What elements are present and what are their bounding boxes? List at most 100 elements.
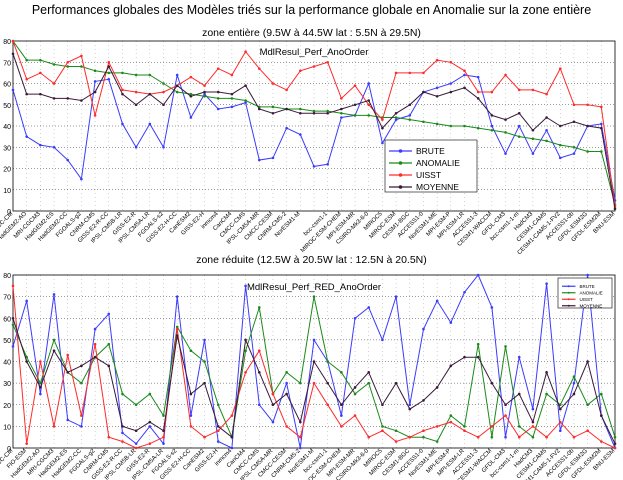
data-point-anomalie	[107, 342, 111, 346]
data-point-uisst	[299, 435, 302, 439]
data-point-uisst	[381, 118, 384, 121]
data-point-moyenne	[66, 97, 70, 100]
y-tick-label: 80	[3, 273, 11, 280]
data-point-anomalie	[148, 392, 152, 396]
data-point-anomalie	[216, 403, 220, 407]
data-point-brute	[134, 145, 138, 149]
y-tick-label: 60	[3, 82, 11, 89]
data-point-moyenne	[299, 420, 302, 424]
data-point-brute	[134, 442, 138, 445]
data-point-uisst	[340, 97, 343, 100]
data-point-uisst	[25, 442, 28, 445]
data-point-anomalie	[93, 69, 97, 73]
data-point-anomalie	[586, 150, 589, 153]
data-point-uisst	[80, 54, 83, 58]
data-point-brute	[408, 114, 412, 117]
data-point-anomalie	[545, 392, 548, 396]
data-point-uisst	[381, 429, 384, 433]
data-point-moyenne	[148, 420, 152, 424]
data-point-moyenne	[175, 334, 179, 337]
data-point-anomalie	[175, 325, 179, 329]
data-point-moyenne	[230, 435, 234, 439]
data-point-uisst	[408, 435, 412, 439]
y-tick-label: 10	[3, 424, 11, 431]
data-point-anomalie	[422, 435, 425, 439]
legend-label: UISST	[416, 170, 441, 180]
data-point-moyenne	[285, 107, 288, 111]
data-point-brute	[558, 156, 562, 160]
data-point-moyenne	[299, 111, 302, 115]
data-point-anomalie	[271, 105, 275, 109]
data-point-uisst	[586, 429, 589, 433]
data-point-anomalie	[162, 82, 165, 85]
data-point-uisst	[517, 435, 521, 439]
chart-2-title: MdlResul_Perf_RED_AnoOrder	[247, 282, 381, 293]
data-point-brute	[463, 73, 466, 77]
data-point-brute	[52, 293, 56, 296]
data-point-uisst	[326, 403, 329, 407]
data-point-moyenne	[257, 107, 261, 111]
data-point-uisst	[531, 425, 535, 428]
data-point-anomalie	[381, 425, 384, 428]
data-point-anomalie	[134, 73, 138, 77]
data-point-uisst	[203, 84, 206, 87]
data-point-moyenne	[216, 90, 220, 94]
data-point-anomalie	[572, 145, 576, 149]
data-point-anomalie	[367, 114, 371, 117]
data-point-anomalie	[435, 122, 439, 126]
data-point-uisst	[121, 440, 124, 443]
data-point-anomalie	[326, 360, 329, 363]
data-point-brute	[203, 338, 206, 342]
data-point-brute	[422, 327, 425, 331]
data-point-brute	[107, 77, 111, 81]
data-point-anomalie	[25, 58, 28, 62]
data-point-anomalie	[367, 381, 371, 385]
data-point-brute	[244, 284, 247, 288]
data-point-brute	[271, 420, 275, 424]
data-point-anomalie	[121, 392, 124, 396]
data-point-brute	[408, 403, 412, 407]
data-point-moyenne	[66, 371, 70, 374]
data-point-brute	[367, 306, 371, 309]
data-point-brute	[39, 392, 42, 396]
data-point-uisst	[244, 50, 247, 53]
data-point-uisst	[230, 414, 234, 417]
data-point-moyenne	[422, 399, 425, 402]
data-point-moyenne	[285, 392, 288, 396]
data-point-uisst	[353, 84, 357, 87]
data-point-brute	[189, 414, 193, 417]
data-point-brute	[25, 135, 28, 138]
data-point-moyenne	[435, 94, 439, 98]
legend-label: UISST	[580, 297, 594, 302]
legend-marker	[398, 173, 403, 177]
data-point-moyenne	[545, 116, 548, 119]
data-point-moyenne	[613, 442, 617, 445]
data-point-anomalie	[340, 111, 343, 115]
data-point-uisst	[367, 435, 371, 439]
data-point-uisst	[422, 429, 425, 433]
data-point-uisst	[312, 65, 316, 68]
data-point-uisst	[134, 90, 138, 94]
data-point-brute	[216, 440, 220, 443]
data-point-moyenne	[504, 118, 507, 121]
data-point-uisst	[463, 69, 466, 73]
data-point-uisst	[490, 425, 494, 428]
data-point-moyenne	[394, 381, 398, 385]
data-point-moyenne	[80, 364, 83, 368]
data-point-anomalie	[326, 109, 329, 113]
data-point-brute	[52, 145, 56, 149]
data-point-brute	[230, 446, 234, 450]
data-point-moyenne	[39, 386, 42, 389]
data-point-anomalie	[257, 306, 261, 309]
data-point-moyenne	[93, 355, 97, 359]
data-point-moyenne	[203, 381, 206, 385]
data-point-anomalie	[175, 90, 179, 94]
data-point-brute	[285, 126, 288, 130]
data-point-moyenne	[381, 126, 384, 130]
data-point-moyenne	[25, 360, 28, 363]
data-point-brute	[367, 82, 371, 85]
data-point-anomalie	[121, 71, 124, 75]
y-tick-label: 30	[3, 381, 11, 388]
